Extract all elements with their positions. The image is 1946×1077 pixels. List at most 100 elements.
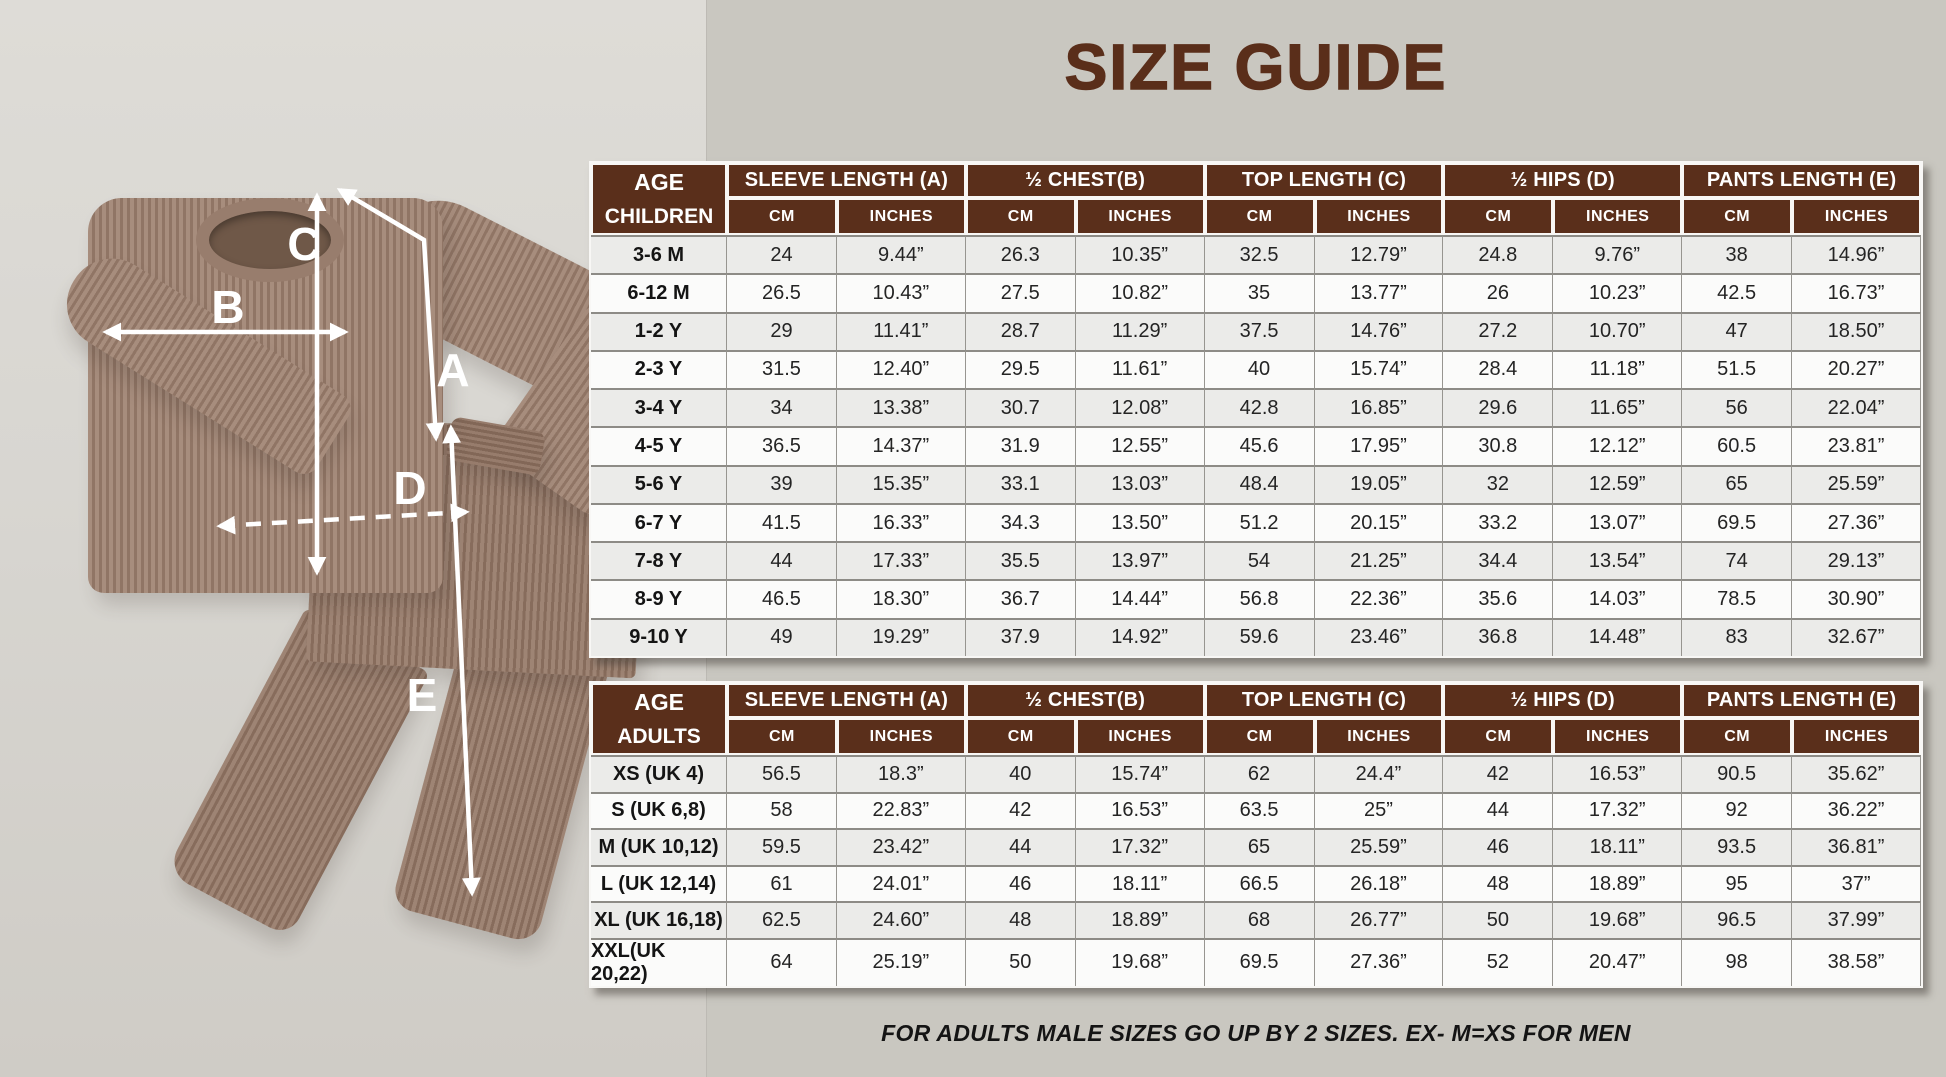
size-value-cell: 29.13” — [1792, 541, 1921, 580]
size-value-cell: 26 — [1443, 273, 1554, 312]
size-value-cell: 83 — [1682, 617, 1793, 656]
size-value-cell: 98 — [1682, 937, 1793, 986]
size-value-cell: 30.8 — [1443, 426, 1554, 465]
measurement-overlay: C B A D E — [102, 188, 481, 897]
size-value-cell: 13.97” — [1075, 541, 1205, 580]
size-value-cell: 56.5 — [727, 755, 837, 792]
size-value-cell: 36.7 — [965, 579, 1076, 618]
size-value-cell: 32.5 — [1204, 235, 1315, 274]
size-value-cell: 49 — [727, 617, 837, 656]
size-value-cell: 23.81” — [1792, 426, 1921, 465]
measure-column-header: SLEEVE LENGTH (A) — [727, 683, 966, 718]
size-value-cell: 38.58” — [1792, 937, 1921, 986]
size-value-cell: 24.4” — [1314, 755, 1444, 792]
size-value-cell: 18.30” — [836, 579, 966, 618]
size-value-cell: 62.5 — [727, 901, 837, 938]
size-value-cell: 31.9 — [965, 426, 1076, 465]
size-value-cell: 33.2 — [1443, 502, 1554, 542]
size-value-cell: 13.07” — [1553, 502, 1683, 542]
size-value-cell: 20.15” — [1314, 502, 1444, 542]
size-value-cell: 46.5 — [727, 579, 837, 618]
size-value-cell: 27.2 — [1443, 311, 1554, 350]
size-value-cell: 26.18” — [1314, 864, 1444, 902]
size-row-label: 5-6 Y — [591, 464, 727, 503]
size-value-cell: 10.23” — [1553, 273, 1683, 312]
size-value-cell: 23.46” — [1314, 617, 1444, 656]
size-value-cell: 41.5 — [727, 502, 837, 542]
size-row-label: 3-4 Y — [591, 388, 727, 427]
size-value-cell: 37” — [1792, 864, 1921, 902]
unit-header-cm: CM — [965, 198, 1076, 235]
size-value-cell: 31.5 — [727, 349, 837, 389]
age-column-header: AGE CHILDREN — [591, 163, 727, 235]
size-value-cell: 17.32” — [1553, 791, 1683, 829]
unit-header-cm: CM — [1204, 718, 1315, 755]
size-value-cell: 20.47” — [1553, 937, 1683, 986]
measurement-label-b: B — [211, 281, 244, 333]
measure-column-header: PANTS LENGTH (E) — [1682, 683, 1921, 718]
size-value-cell: 32.67” — [1792, 617, 1921, 656]
size-value-cell: 17.33” — [836, 541, 966, 580]
size-value-cell: 56 — [1682, 388, 1793, 427]
size-value-cell: 38 — [1682, 235, 1793, 274]
size-value-cell: 65 — [1204, 828, 1315, 865]
measure-column-header: TOP LENGTH (C) — [1204, 683, 1444, 718]
measure-column-header: ½ CHEST(B) — [965, 163, 1205, 198]
unit-header-inches: INCHES — [1314, 198, 1444, 235]
size-value-cell: 92 — [1682, 791, 1793, 829]
size-value-cell: 51.2 — [1204, 502, 1315, 542]
measure-column-header: PANTS LENGTH (E) — [1682, 163, 1921, 198]
size-value-cell: 16.73” — [1792, 273, 1921, 312]
measurement-label-c: C — [287, 218, 320, 270]
size-value-cell: 26.3 — [965, 235, 1076, 274]
size-value-cell: 12.12” — [1553, 426, 1683, 465]
size-value-cell: 19.68” — [1075, 937, 1205, 986]
size-value-cell: 59.5 — [727, 828, 837, 865]
size-value-cell: 15.35” — [836, 464, 966, 503]
unit-header-inches: INCHES — [1314, 718, 1444, 755]
size-value-cell: 21.25” — [1314, 541, 1444, 580]
size-value-cell: 14.37” — [836, 426, 966, 465]
size-value-cell: 29.5 — [965, 349, 1076, 389]
measure-column-header: SLEEVE LENGTH (A) — [727, 163, 966, 198]
size-value-cell: 44 — [965, 828, 1076, 865]
size-value-cell: 22.04” — [1792, 388, 1921, 427]
size-value-cell: 9.76” — [1553, 235, 1683, 274]
size-value-cell: 13.03” — [1075, 464, 1205, 503]
size-value-cell: 36.81” — [1792, 828, 1921, 865]
size-row-label: L (UK 12,14) — [591, 864, 727, 902]
size-value-cell: 12.59” — [1553, 464, 1683, 503]
size-value-cell: 27.36” — [1314, 937, 1444, 986]
size-row-label: 7-8 Y — [591, 541, 727, 580]
size-value-cell: 11.65” — [1553, 388, 1683, 427]
size-value-cell: 34.4 — [1443, 541, 1554, 580]
size-row-label: 9-10 Y — [591, 617, 727, 656]
size-value-cell: 16.53” — [1075, 791, 1205, 829]
size-value-cell: 13.54” — [1553, 541, 1683, 580]
size-value-cell: 66.5 — [1204, 864, 1315, 902]
size-value-cell: 69.5 — [1682, 502, 1793, 542]
size-value-cell: 59.6 — [1204, 617, 1315, 656]
size-value-cell: 18.11” — [1553, 828, 1683, 865]
size-value-cell: 48.4 — [1204, 464, 1315, 503]
size-value-cell: 18.50” — [1792, 311, 1921, 350]
size-row-label: 3-6 M — [591, 235, 727, 274]
size-value-cell: 39 — [727, 464, 837, 503]
size-value-cell: 28.7 — [965, 311, 1076, 350]
size-value-cell: 62 — [1204, 755, 1315, 792]
size-value-cell: 29 — [727, 311, 837, 350]
size-value-cell: 16.53” — [1553, 755, 1683, 792]
size-value-cell: 42 — [1443, 755, 1554, 792]
size-value-cell: 14.92” — [1075, 617, 1205, 656]
size-value-cell: 24.01” — [836, 864, 966, 902]
size-value-cell: 26.5 — [727, 273, 837, 312]
size-value-cell: 18.3” — [836, 755, 966, 792]
size-row-label: 2-3 Y — [591, 349, 727, 389]
unit-header-cm: CM — [1204, 198, 1315, 235]
footnote: FOR ADULTS MALE SIZES GO UP BY 2 SIZES. … — [881, 1020, 1631, 1046]
size-value-cell: 24.60” — [836, 901, 966, 938]
unit-header-cm: CM — [1443, 198, 1554, 235]
size-value-cell: 10.43” — [836, 273, 966, 312]
size-value-cell: 36.8 — [1443, 617, 1554, 656]
measurement-label-a: A — [436, 344, 469, 396]
